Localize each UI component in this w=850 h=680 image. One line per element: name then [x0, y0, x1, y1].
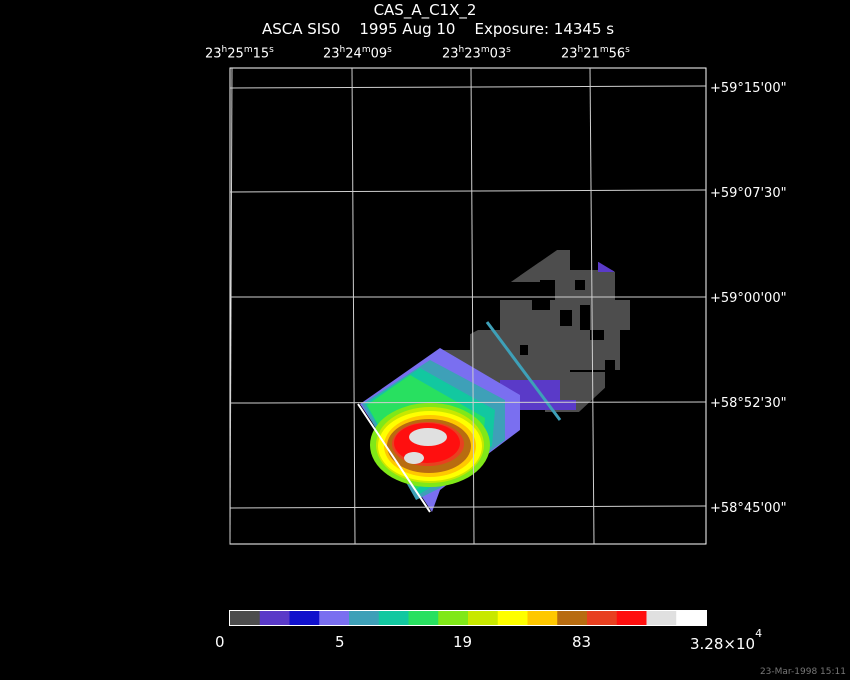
- colorbar-swatch: [289, 611, 320, 625]
- dec-label: +59°00'00": [710, 291, 787, 306]
- colorbar-swatch: [378, 611, 409, 625]
- ra-label: 23h25m15s: [205, 45, 274, 62]
- colorbar-tick-label: 83: [572, 633, 592, 651]
- colorbar-swatch: [438, 611, 469, 625]
- ra-label: 23h21m56s: [561, 45, 630, 62]
- colorbar-frame: [229, 610, 707, 626]
- colorbar-swatch: [646, 611, 677, 625]
- dec-label: +59°15'00": [710, 81, 787, 96]
- colorbar: [229, 610, 707, 626]
- colorbar-swatch: [230, 611, 261, 625]
- ra-label: 23h23m03s: [442, 45, 511, 62]
- observation-info: ASCA SIS0 1995 Aug 10 Exposure: 14345 s: [262, 20, 615, 38]
- colorbar-max-label: 3.28×104: [690, 627, 763, 653]
- colorbar-swatch: [408, 611, 439, 625]
- colorbar-swatch: [616, 611, 647, 625]
- colorbar-swatch: [527, 611, 558, 625]
- colorbar-swatch: [676, 611, 707, 625]
- colorbar-tick-label: 5: [335, 633, 345, 651]
- image-title: CAS_A_C1X_2: [373, 1, 477, 19]
- colorbar-swatch: [497, 611, 528, 625]
- colorbar-swatch: [587, 611, 618, 625]
- colorbar-tick-label: 0: [215, 633, 225, 651]
- colorbar-swatch: [557, 611, 588, 625]
- timestamp: 23-Mar-1998 15:11: [759, 667, 846, 677]
- dec-label: +58°52'30": [710, 396, 787, 411]
- colorbar-swatch: [468, 611, 499, 625]
- dec-label: +58°45'00": [710, 501, 787, 516]
- colorbar-swatch: [259, 611, 290, 625]
- x-ray-emission: [357, 246, 645, 513]
- colorbar-swatch: [349, 611, 380, 625]
- dec-label: +59°07'30": [710, 186, 787, 201]
- colorbar-swatch: [319, 611, 350, 625]
- colorbar-tick-label: 19: [453, 633, 473, 651]
- coordinate-grid: [229, 67, 707, 545]
- ra-label: 23h24m09s: [323, 45, 392, 62]
